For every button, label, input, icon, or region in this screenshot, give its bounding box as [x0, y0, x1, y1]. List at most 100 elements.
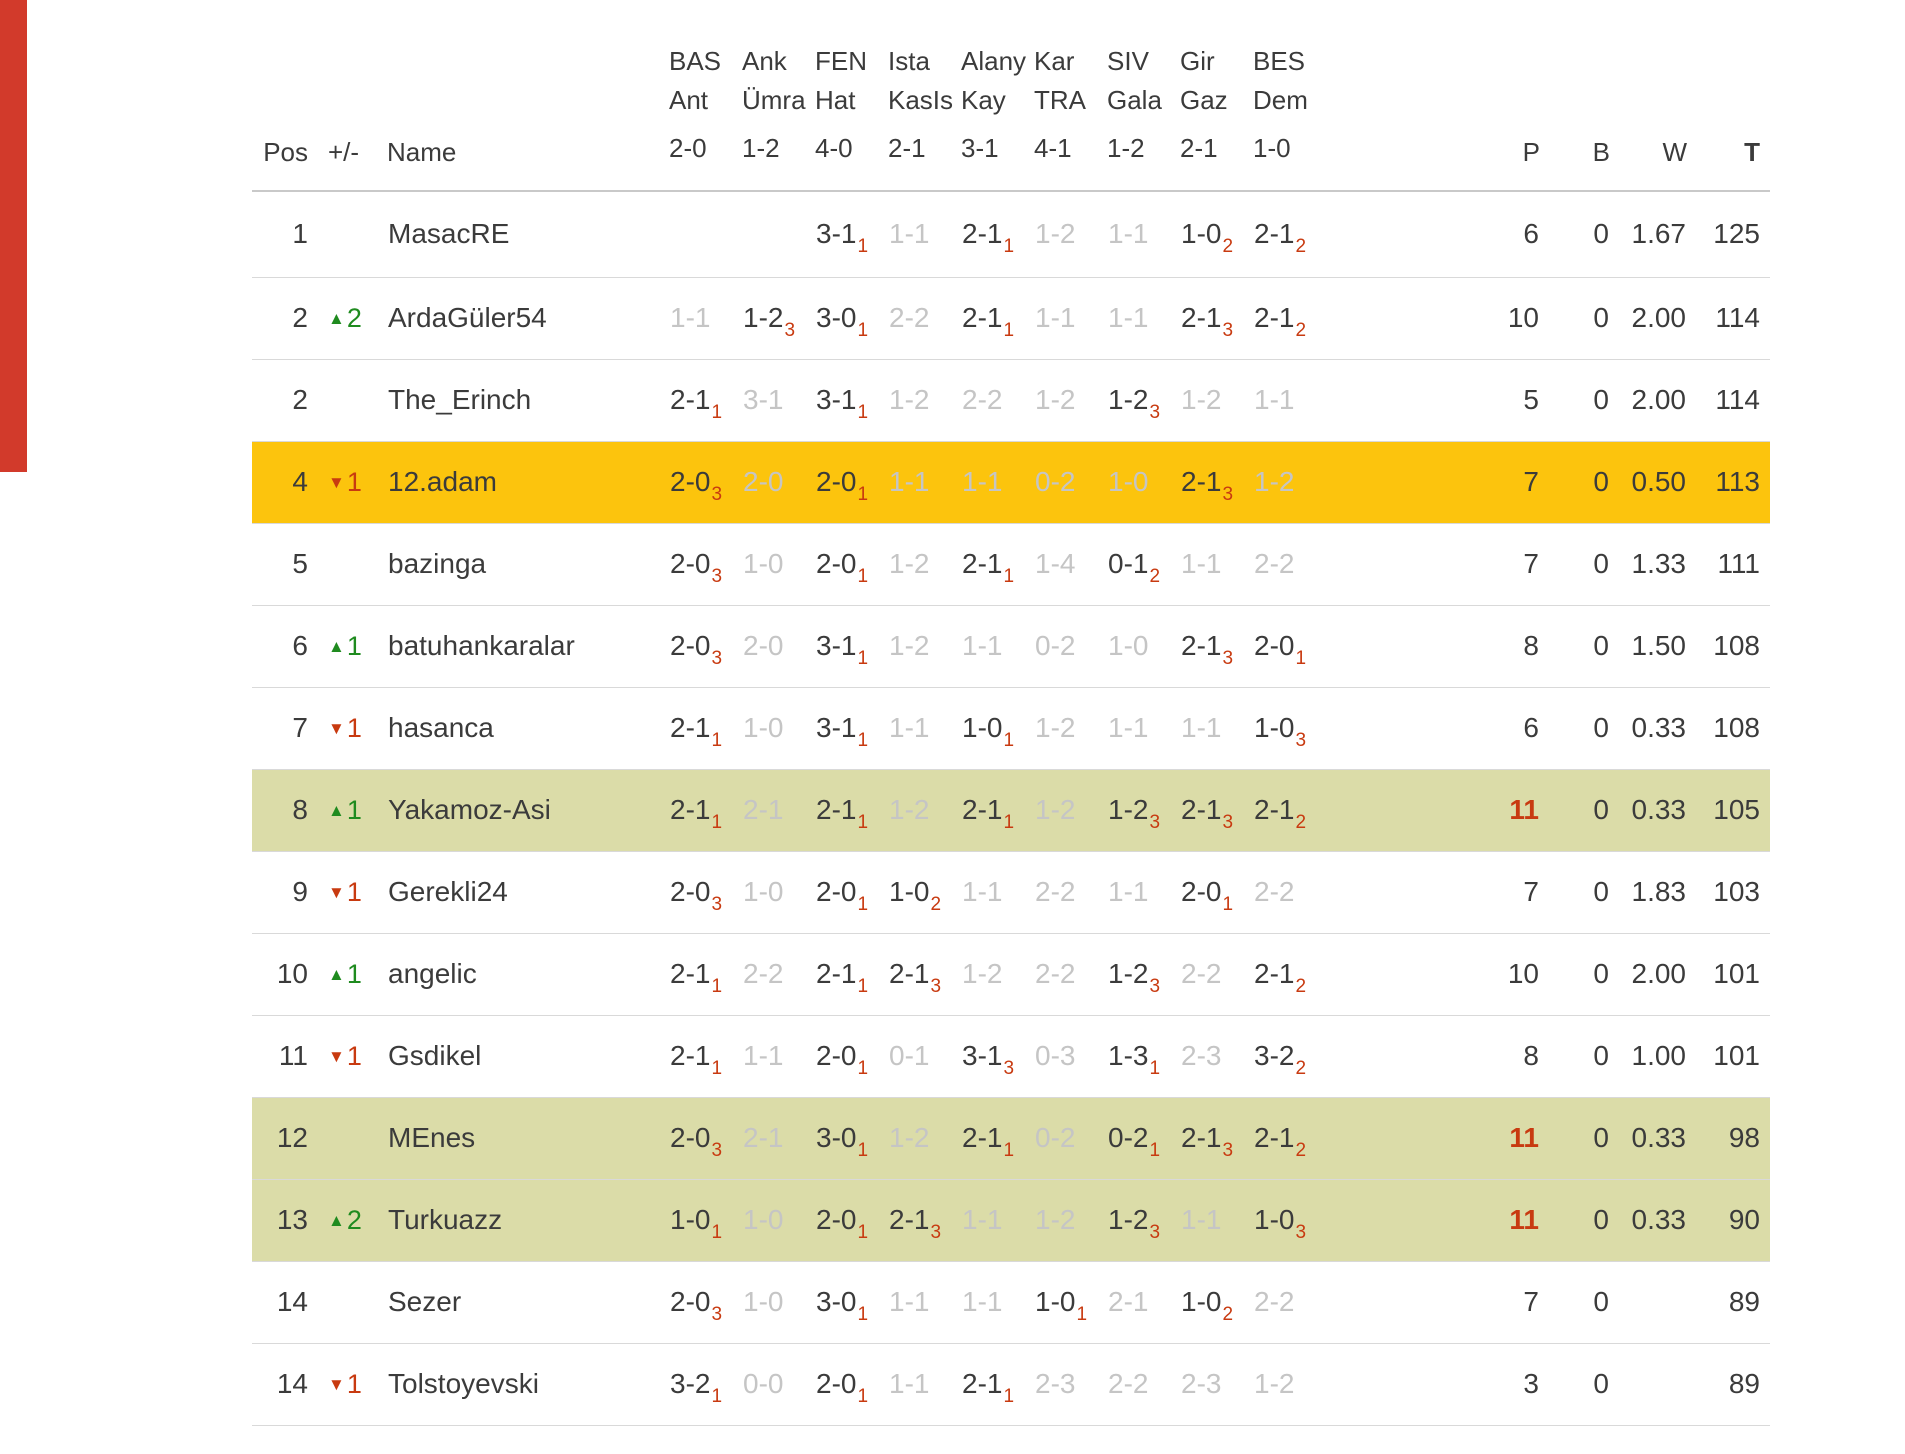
rank-down-icon: ▼: [328, 718, 345, 738]
bonus-cell: 0: [1593, 630, 1609, 661]
points-cell: 5: [1523, 384, 1539, 415]
points-cell: 3: [1523, 1368, 1539, 1399]
prediction-score: 2-1: [670, 794, 711, 825]
table-row[interactable]: 10 ▲1 angelic 2-11 2-2 2-11 2-13 1-2 2-2 1-23 2-2 2…: [252, 933, 1770, 1015]
prediction-cell: 3-11: [815, 191, 888, 277]
position-cell: 2: [292, 302, 308, 333]
total-cell: 89: [1728, 1286, 1760, 1317]
prediction-score: 2-2: [1035, 958, 1076, 989]
prediction-score: 2-1: [1181, 466, 1222, 497]
rank-change-cell: ▼1: [322, 1343, 387, 1425]
prediction-points-sub: 3: [711, 566, 723, 587]
bonus-cell: 0: [1593, 794, 1609, 825]
match-final-score: 1-0: [1253, 133, 1291, 163]
position-cell: 5: [292, 548, 308, 579]
table-row[interactable]: 14 ▼1 Tolstoyevski 3-21 0-0 2-01 1-1 2-11 2-3 2-2…: [252, 1343, 1770, 1425]
prediction-points-sub: 2: [930, 894, 942, 915]
table-row[interactable]: 7 ▼1 hasanca 2-11 1-0 3-11 1-1 1-01 1-2 1-1 1-1 1-0…: [252, 687, 1770, 769]
rank-down-icon: ▼: [328, 1374, 345, 1394]
prediction-score: 2-1: [962, 302, 1003, 333]
prediction-score: 2-1: [962, 1122, 1003, 1153]
rank-change-cell: [322, 359, 387, 441]
rank-down-icon: ▼: [328, 472, 345, 492]
column-header-change: +/-: [328, 137, 360, 167]
rank-change-cell: [322, 523, 387, 605]
prediction-cell: 2-12: [1253, 277, 1326, 359]
bonus-cell: 0: [1593, 1368, 1609, 1399]
match-away-team: TRA: [1034, 85, 1086, 115]
prediction-cell: 1-1: [1180, 1179, 1253, 1261]
prediction-cell: 3-11: [815, 687, 888, 769]
match-final-score: 1-2: [742, 133, 780, 163]
position-cell: 6: [292, 630, 308, 661]
table-row[interactable]: 6 ▲1 batuhankaralar 2-03 2-0 3-11 1-2 1-1 0-2 1-0…: [252, 605, 1770, 687]
prediction-points-sub: 1: [1076, 1304, 1088, 1325]
column-header-match: Alany Kay 3-1: [961, 0, 1034, 191]
prediction-points-sub: 1: [857, 1140, 869, 1161]
prediction-score: 1-1: [1035, 302, 1076, 333]
prediction-cell: 1-1: [1107, 851, 1180, 933]
prediction-cell: 1-03: [1253, 1179, 1326, 1261]
prediction-score: 1-0: [1035, 1286, 1076, 1317]
prediction-cell: 1-1: [742, 1015, 815, 1097]
prediction-cell: 2-11: [669, 769, 742, 851]
prediction-cell: 1-2: [888, 1097, 961, 1179]
prediction-points-sub: 1: [857, 648, 869, 669]
prediction-points-sub: 3: [1149, 976, 1161, 997]
table-row[interactable]: 14 Sezer 2-03 1-0 3-01 1-1 1-1 1-01 2-1 1-02 2-2 7 0…: [252, 1261, 1770, 1343]
player-name: batuhankaralar: [388, 630, 575, 661]
prediction-cell: 2-2: [1253, 1261, 1326, 1343]
prediction-score: 1-0: [670, 1204, 711, 1235]
bonus-cell: 0: [1593, 1040, 1609, 1071]
prediction-cell: 2-2: [1180, 933, 1253, 1015]
prediction-cell: 2-11: [669, 933, 742, 1015]
prediction-cell: 3-1: [742, 359, 815, 441]
prediction-points-sub: 1: [711, 976, 723, 997]
w-cell: 0.33: [1631, 1122, 1687, 1153]
table-row[interactable]: 13 ▲2 Turkuazz 1-01 1-0 2-01 2-13 1-1 1-2 1-23 1-1…: [252, 1179, 1770, 1261]
w-cell: 2.00: [1631, 302, 1687, 333]
prediction-score: 2-1: [962, 1368, 1003, 1399]
table-row[interactable]: 8 ▲1 Yakamoz-Asi 2-11 2-1 2-11 1-2 2-11 1-2 1-23 2…: [252, 769, 1770, 851]
prediction-score: 2-1: [1254, 218, 1295, 250]
prediction-cell: 1-0: [742, 1179, 815, 1261]
prediction-score: 0-0: [743, 1368, 784, 1399]
prediction-points-sub: 1: [857, 566, 869, 587]
prediction-points-sub: 1: [1149, 1058, 1161, 1079]
match-away-team: Kay: [961, 85, 1006, 115]
prediction-score: 1-1: [1181, 712, 1222, 743]
prediction-cell: 0-2: [1034, 605, 1107, 687]
prediction-score: 2-2: [1254, 876, 1295, 907]
total-cell: 90: [1728, 1204, 1760, 1235]
prediction-cell: 1-2: [961, 933, 1034, 1015]
column-header-match: SIV Gala 1-2: [1107, 0, 1180, 191]
prediction-leaderboard: Pos +/- Name BAS Ant 2-0 Ank Ümra 1-2 FEN Hat 4-0 Is…: [252, 0, 1770, 1426]
table-row[interactable]: 12 MEnes 2-03 2-1 3-01 1-2 2-11 0-2 0-21 2-13 2-12…: [252, 1097, 1770, 1179]
table-row[interactable]: 4 ▼1 12.adam 2-03 2-0 2-01 1-1 1-1 0-2 1-0 2-13 1-2…: [252, 441, 1770, 523]
prediction-cell: 2-11: [961, 1097, 1034, 1179]
prediction-cell: 1-1: [1253, 359, 1326, 441]
prediction-score: 2-1: [962, 794, 1003, 825]
points-cell: 11: [1509, 1204, 1539, 1235]
prediction-score: 1-0: [743, 1286, 784, 1317]
prediction-cell: 1-1: [961, 441, 1034, 523]
prediction-score: 0-2: [1108, 1122, 1149, 1153]
table-row[interactable]: 2 The_Erinch 2-11 3-1 3-11 1-2 2-2 1-2 1-23 1-2 1-…: [252, 359, 1770, 441]
position-cell: 10: [276, 958, 308, 989]
prediction-cell: 2-13: [888, 1179, 961, 1261]
rank-change-cell: [322, 191, 387, 277]
table-row[interactable]: 5 bazinga 2-03 1-0 2-01 1-2 2-11 1-4 0-12 1-1 2-2 7…: [252, 523, 1770, 605]
table-row[interactable]: 2 ▲2 ArdaGüler54 1-1 1-23 3-01 2-2 2-11 1-1 1-1 2-…: [252, 277, 1770, 359]
table-row[interactable]: 9 ▼1 Gerekli24 2-03 1-0 2-01 1-02 1-1 2-2 1-1 2-01…: [252, 851, 1770, 933]
prediction-cell: 1-1: [888, 1261, 961, 1343]
prediction-cell: 1-0: [742, 687, 815, 769]
table-row[interactable]: 1 MasacRE 3-11 1-1 2-11 1-2 1-1 1-02 2-12 6 0 1.67 1…: [252, 191, 1770, 277]
table-row[interactable]: 11 ▼1 Gsdikel 2-11 1-1 2-01 0-1 3-13 0-3 1-31 2-3 3…: [252, 1015, 1770, 1097]
prediction-points-sub: 3: [1222, 1140, 1234, 1161]
total-cell: 114: [1715, 384, 1760, 415]
prediction-cell: 2-12: [1253, 191, 1326, 277]
prediction-cell: 2-13: [1180, 441, 1253, 523]
prediction-points-sub: 1: [857, 1222, 869, 1243]
prediction-score: 2-2: [1035, 876, 1076, 907]
prediction-score: 2-2: [1181, 958, 1222, 989]
